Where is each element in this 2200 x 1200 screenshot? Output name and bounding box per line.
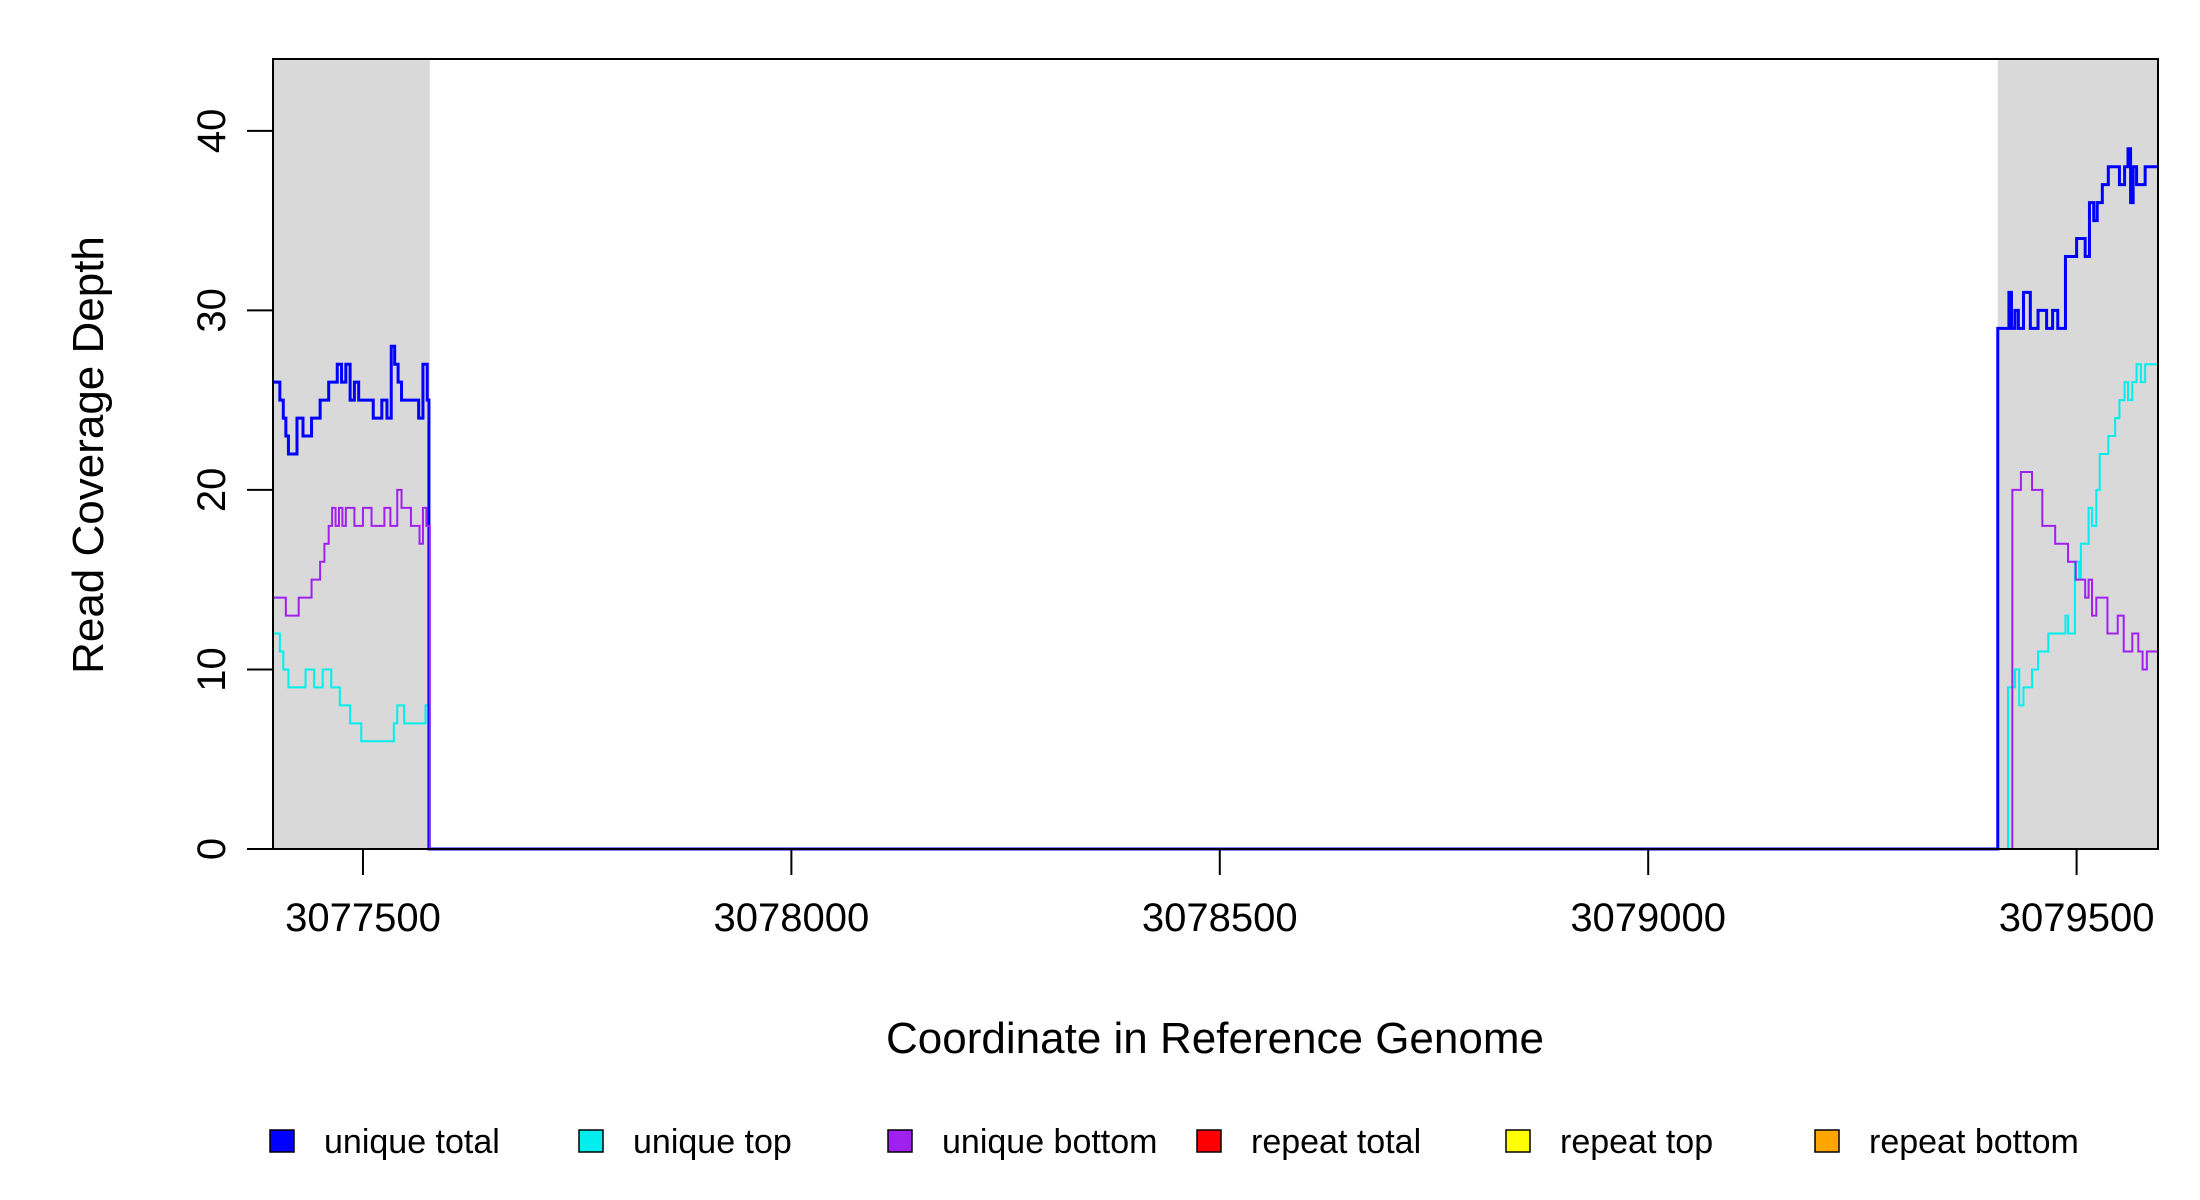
legend-label: unique total (324, 1123, 500, 1161)
x-tick-label: 3078500 (1142, 896, 1298, 940)
legend-label: repeat total (1251, 1123, 1421, 1161)
y-tick-label: 40 (190, 109, 234, 154)
y-tick-label: 30 (190, 288, 234, 333)
y-tick-label: 10 (190, 647, 234, 692)
legend: unique total unique top unique bottom repea… (269, 1123, 2079, 1161)
series-lines (273, 147, 2158, 851)
series-unique-total (273, 147, 2158, 851)
legend-swatch-repeat-total (1196, 1129, 1222, 1153)
legend-label: repeat bottom (1869, 1123, 2079, 1161)
x-tick-label: 3077500 (285, 896, 441, 940)
y-tick-label: 0 (190, 838, 234, 860)
x-tick-label: 3078000 (714, 896, 870, 940)
legend-label: repeat top (1560, 1123, 1713, 1161)
legend-swatch-repeat-bottom (1814, 1129, 1840, 1153)
y-axis-label: Read Coverage Depth (64, 236, 113, 674)
series-unique-top (273, 363, 2158, 850)
legend-swatch-unique-bottom (887, 1129, 913, 1153)
plot-frame (272, 58, 2159, 850)
legend-label: unique top (633, 1123, 792, 1161)
x-axis: 3077500 3078000 3078500 3079000 3079500 (285, 849, 2154, 940)
shaded-regions (273, 59, 2158, 849)
x-axis-label: Coordinate in Reference Genome (886, 1014, 1544, 1063)
x-tick-label: 3079000 (1570, 896, 1726, 940)
y-tick-label: 20 (190, 468, 234, 512)
legend-swatch-repeat-top (1505, 1129, 1531, 1153)
y-axis: 0 10 20 30 40 (190, 109, 273, 860)
legend-label: unique bottom (942, 1123, 1158, 1161)
legend-swatch-unique-top (578, 1129, 604, 1153)
legend-swatch-unique-total (269, 1129, 295, 1153)
series-unique-bottom (273, 470, 2158, 850)
x-tick-label: 3079500 (1999, 896, 2155, 940)
